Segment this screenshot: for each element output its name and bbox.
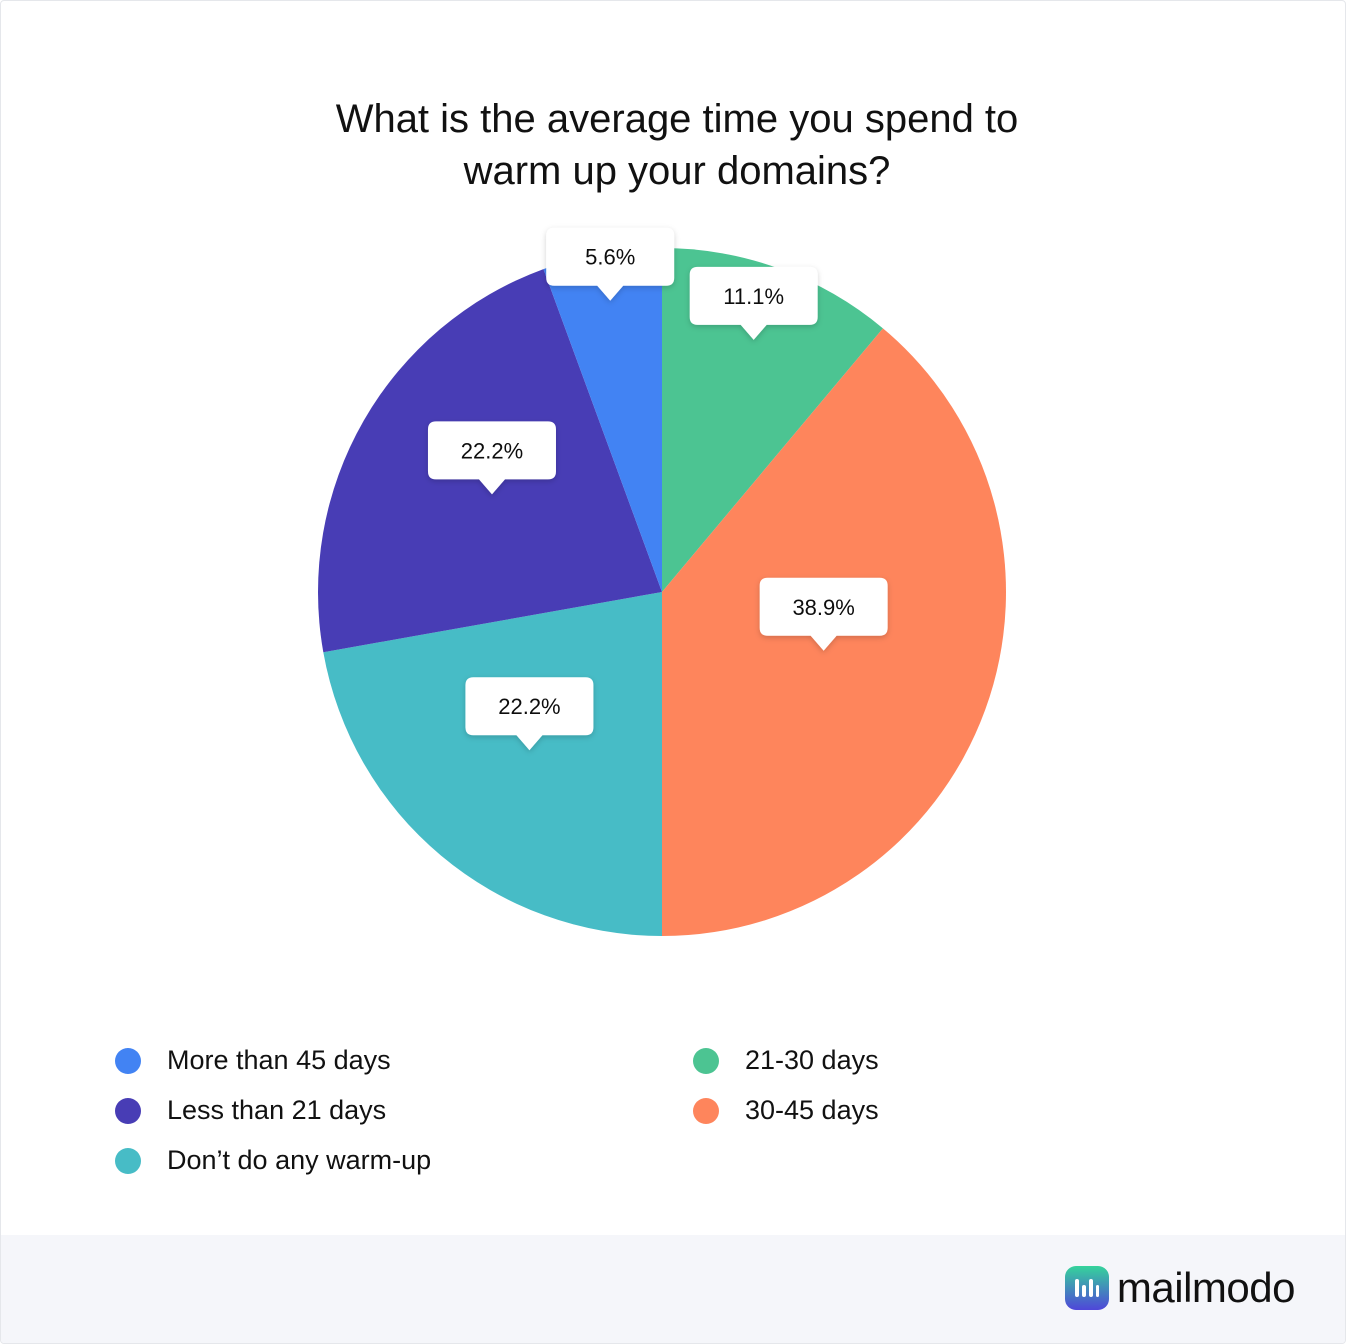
legend-item-more-than-45-days: More than 45 days xyxy=(115,1045,391,1076)
footer-bar: mailmodo xyxy=(1,1235,1345,1343)
chart-title-line-1: What is the average time you spend to xyxy=(335,97,1019,141)
legend-label: 21-30 days xyxy=(745,1045,879,1075)
data-label-bubble xyxy=(689,266,818,340)
mailmodo-logo-icon xyxy=(1064,1266,1109,1310)
legend-item-dont-do-any-warm-up: Don’t do any warm-up xyxy=(115,1145,431,1176)
brand-name: mailmodo xyxy=(1116,1264,1296,1311)
legend-dot-more-than-45-days xyxy=(115,1047,141,1074)
legend-item-30-45-days: 30-45 days xyxy=(693,1095,879,1126)
data-label-21-30-days: 11.1% xyxy=(689,266,818,340)
legend-label: Don’t do any warm-up xyxy=(167,1145,432,1175)
data-label-text: 11.1% xyxy=(723,284,784,309)
pie-slice-21-30-days xyxy=(662,248,883,592)
pie-slice-more-than-45-days xyxy=(543,248,662,592)
data-label-don-t-do-any-warm-up: 22.2% xyxy=(465,677,594,751)
chart-title-line-2: warm up your domains? xyxy=(463,149,891,193)
data-label-bubble xyxy=(759,577,888,651)
data-label-bubble xyxy=(546,227,675,301)
legend-item-less-than-21-days: Less than 21 days xyxy=(115,1095,386,1126)
data-label-text: 5.6% xyxy=(585,245,635,270)
legend-label: Less than 21 days xyxy=(167,1095,387,1125)
legend-item-21-30-days: 21-30 days xyxy=(693,1045,879,1076)
legend-label: More than 45 days xyxy=(167,1045,391,1075)
data-label-30-45-days: 38.9% xyxy=(759,577,888,651)
brand-logo: mailmodo xyxy=(1064,1264,1296,1311)
legend-label: 30-45 days xyxy=(745,1095,879,1125)
pie-chart: 11.1% 38.9% 22.2% 22.2% 5.6% xyxy=(318,227,1007,936)
data-label-text: 22.2% xyxy=(498,694,560,719)
legend-dot-21-30-days xyxy=(693,1047,719,1074)
pie-slice-don-t-do-any-warm-up xyxy=(323,592,662,936)
data-label-text: 22.2% xyxy=(461,438,523,463)
data-label-less-than-21-days: 22.2% xyxy=(427,421,556,495)
legend-dot-dont-do-any-warm-up xyxy=(115,1147,141,1174)
legend-dot-30-45-days xyxy=(693,1097,719,1124)
legend-dot-less-than-21-days xyxy=(115,1097,141,1124)
data-label-more-than-45-days: 5.6% xyxy=(546,227,675,301)
chart-title: What is the average time you spend to wa… xyxy=(1,93,1345,197)
data-label-bubble xyxy=(465,677,594,751)
data-label-text: 38.9% xyxy=(792,595,854,620)
data-label-bubble xyxy=(427,421,556,495)
